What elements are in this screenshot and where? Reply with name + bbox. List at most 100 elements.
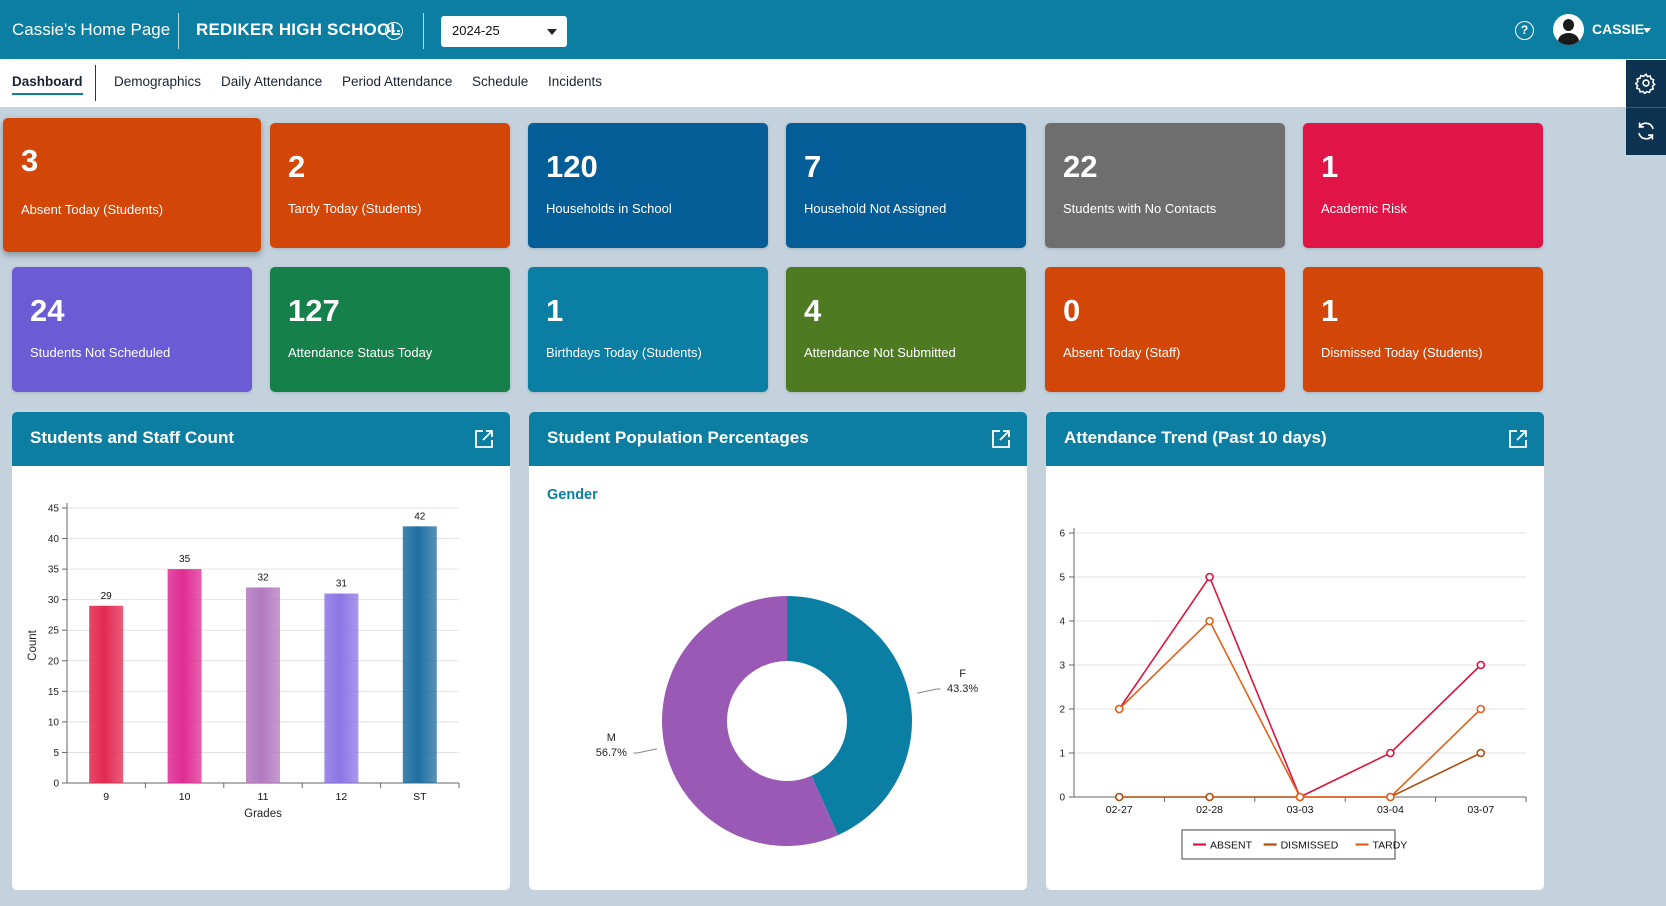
- slice-leader-line: [633, 748, 658, 754]
- y-tick-label: 0: [53, 779, 59, 790]
- tile-students-not-scheduled[interactable]: 24 Students Not Scheduled: [12, 267, 252, 392]
- tab-daily-attendance[interactable]: Daily Attendance: [221, 74, 323, 89]
- school-year-value: 2024-25: [452, 23, 500, 38]
- external-link-icon[interactable]: [991, 429, 1011, 454]
- panel-title: Attendance Trend (Past 10 days): [1064, 428, 1327, 447]
- tile-tardy-today-students[interactable]: 2 Tardy Today (Students): [270, 123, 510, 248]
- tile-label: Dismissed Today (Students): [1321, 345, 1483, 360]
- gear-icon[interactable]: [1626, 60, 1666, 106]
- x-tick-label: 02-27: [1106, 804, 1133, 816]
- slice-leader-line: [916, 688, 941, 694]
- tile-households-in-school[interactable]: 120 Households in School: [528, 123, 768, 248]
- y-tick-label: 0: [1059, 793, 1065, 804]
- tile-label: Attendance Status Today: [288, 345, 433, 360]
- slice-label: M: [607, 732, 616, 744]
- tile-label: Students with No Contacts: [1063, 201, 1217, 216]
- school-year-select[interactable]: 2024-25: [441, 16, 567, 47]
- external-link-icon[interactable]: [1508, 429, 1528, 454]
- y-tick-label: 35: [48, 565, 60, 576]
- chart-subtitle: Gender: [547, 487, 598, 503]
- donut-slice: [662, 596, 839, 846]
- chevron-down-icon[interactable]: [1643, 28, 1651, 33]
- series-point: [1295, 792, 1305, 802]
- bar: [167, 569, 202, 783]
- tab-demographics[interactable]: Demographics: [114, 74, 202, 89]
- panel-header: Attendance Trend (Past 10 days): [1046, 412, 1544, 466]
- tile-value: 1: [546, 293, 564, 328]
- donut-slice: [787, 596, 913, 836]
- slice-percent-label: 43.3%: [947, 683, 978, 695]
- bar-value-label: 32: [257, 572, 269, 583]
- x-tick-label: 11: [258, 791, 269, 803]
- series-point: [1386, 792, 1395, 802]
- bar: [402, 526, 437, 783]
- tile-household-not-assigned[interactable]: 7 Household Not Assigned: [786, 123, 1026, 248]
- panel-title: Student Population Percentages: [547, 428, 809, 447]
- y-tick-label: 30: [48, 595, 60, 606]
- tile-label: Households in School: [546, 201, 672, 216]
- tab-dashboard[interactable]: Dashboard: [12, 74, 83, 95]
- y-tick-label: 6: [1059, 529, 1065, 540]
- tile-value: 0: [1063, 293, 1081, 328]
- tile-attendance-status-today[interactable]: 127 Attendance Status Today: [270, 267, 510, 392]
- school-name[interactable]: REDIKER HIGH SCHOOL: [196, 20, 401, 39]
- y-tick-label: 5: [53, 748, 59, 759]
- panel-title: Students and Staff Count: [30, 428, 234, 447]
- y-tick-label: 45: [48, 504, 60, 515]
- tile-label: Academic Risk: [1321, 201, 1407, 216]
- ellipsis-circle-icon[interactable]: [385, 22, 403, 40]
- chevron-down-icon: [547, 29, 557, 35]
- tab-incidents[interactable]: Incidents: [548, 74, 603, 89]
- bar-value-label: 29: [101, 591, 113, 602]
- divider: [95, 65, 96, 101]
- y-tick-label: 40: [48, 534, 60, 545]
- tab-period-attendance[interactable]: Period Attendance: [342, 74, 453, 89]
- x-tick-label: 10: [179, 791, 191, 803]
- legend-label: TARDY: [1373, 840, 1408, 852]
- legend-label: ABSENT: [1210, 840, 1253, 852]
- tile-students-no-contacts[interactable]: 22 Students with No Contacts: [1045, 123, 1285, 248]
- panel-header: Student Population Percentages: [529, 412, 1027, 466]
- user-menu[interactable]: CASSIE: [1592, 21, 1645, 37]
- tile-dismissed-today[interactable]: 1 Dismissed Today (Students): [1303, 267, 1543, 392]
- tile-absent-today-staff[interactable]: 0 Absent Today (Staff): [1045, 267, 1285, 392]
- tile-absent-today-students[interactable]: 3 Absent Today (Students): [3, 118, 261, 252]
- tile-label: Household Not Assigned: [804, 201, 947, 216]
- bar-value-label: 31: [336, 579, 348, 590]
- tile-value: 7: [804, 149, 822, 184]
- tab-schedule[interactable]: Schedule: [472, 74, 529, 89]
- x-tick-label: 03-04: [1377, 804, 1404, 816]
- user-avatar-icon[interactable]: [1553, 14, 1584, 45]
- series-point: [1205, 792, 1214, 802]
- bar: [324, 593, 359, 783]
- x-tick-label: 12: [336, 791, 348, 803]
- series-line: [1118, 575, 1482, 799]
- refresh-icon[interactable]: [1626, 107, 1666, 153]
- external-link-icon[interactable]: [474, 429, 494, 454]
- home-page-title[interactable]: Cassie's Home Page: [12, 20, 171, 39]
- series-line: [1119, 752, 1482, 798]
- tile-label: Birthdays Today (Students): [546, 345, 702, 360]
- tile-academic-risk[interactable]: 1 Academic Risk: [1303, 123, 1543, 248]
- divider: [178, 13, 179, 49]
- panel-header: Students and Staff Count: [12, 412, 510, 466]
- tile-attendance-not-submitted[interactable]: 4 Attendance Not Submitted: [786, 267, 1026, 392]
- series-point: [1476, 748, 1486, 758]
- question-circle-icon[interactable]: ?: [1515, 21, 1534, 40]
- tile-value: 3: [21, 143, 39, 178]
- line-chart: 0 1 2 3 4 5 6 02-27 02-28 03-03 03-04 03-07 ABSENT DI…: [1059, 528, 1527, 860]
- tile-value: 127: [288, 293, 340, 328]
- x-tick-label: ST: [413, 791, 427, 803]
- series-point: [1476, 660, 1486, 670]
- tile-value: 4: [804, 293, 822, 328]
- y-tick-label: 15: [48, 687, 60, 698]
- dashboard-tabs: Dashboard Demographics Daily Attendance …: [0, 59, 1666, 107]
- series-point: [1205, 572, 1214, 582]
- tile-value: 120: [546, 149, 598, 184]
- y-axis-title: Count: [27, 629, 39, 660]
- x-tick-label: 9: [103, 791, 109, 803]
- x-tick-label: 02-28: [1196, 804, 1223, 816]
- divider: [423, 13, 424, 49]
- tile-birthdays-today[interactable]: 1 Birthdays Today (Students): [528, 267, 768, 392]
- bar-value-label: 42: [414, 511, 426, 522]
